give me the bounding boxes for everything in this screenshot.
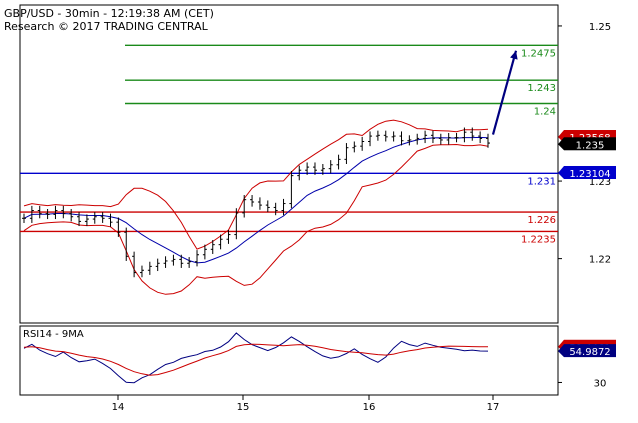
forecast-arrow-line bbox=[491, 50, 518, 135]
rsi-tag-box bbox=[564, 344, 616, 358]
level-label: 1.231 bbox=[527, 176, 556, 187]
bollinger-lower bbox=[23, 143, 489, 295]
y-tick-label: 1.23 bbox=[589, 177, 611, 188]
chart-copyright: Research © 2017 TRADING CENTRAL bbox=[4, 20, 208, 33]
price-tag-pointer bbox=[558, 165, 564, 179]
chart-title: GBP/USD - 30min - 12:19:38 AM (CET) bbox=[4, 7, 214, 20]
level-label: 1.2475 bbox=[521, 48, 556, 59]
forecast-arrow-head bbox=[510, 50, 518, 60]
rsi-series-line bbox=[23, 343, 489, 376]
level-label: 1.2235 bbox=[521, 234, 556, 245]
x-tick-label: 14 bbox=[112, 402, 125, 413]
rsi-panel-frame bbox=[19, 325, 559, 396]
rsi-series-line bbox=[23, 332, 489, 384]
rsi-y-tick-label: 30 bbox=[594, 378, 607, 389]
rsi-tag-pointer bbox=[558, 344, 564, 358]
price-tag-box bbox=[564, 165, 616, 179]
level-label: 1.24 bbox=[534, 107, 556, 118]
rsi-tag-label: 54.9872 bbox=[569, 347, 610, 358]
x-tick-label: 16 bbox=[363, 402, 376, 413]
bollinger-upper bbox=[23, 119, 489, 250]
rsi-panel-label: RSI14 - 9MA bbox=[23, 329, 84, 340]
level-label: 1.226 bbox=[527, 215, 556, 226]
level-label: 1.243 bbox=[527, 83, 556, 94]
price-tag-label: 1.23104 bbox=[569, 169, 610, 180]
y-tick-label: 1.22 bbox=[589, 255, 611, 266]
price-tag-label: 1.235 bbox=[576, 140, 605, 151]
price-tag-box bbox=[564, 137, 616, 151]
x-tick-label: 15 bbox=[237, 402, 250, 413]
price-tag-pointer bbox=[558, 137, 564, 151]
moving-average bbox=[23, 136, 489, 264]
x-tick-label: 17 bbox=[487, 402, 500, 413]
y-tick-label: 1.25 bbox=[589, 22, 611, 33]
price-panel-frame bbox=[19, 4, 559, 324]
